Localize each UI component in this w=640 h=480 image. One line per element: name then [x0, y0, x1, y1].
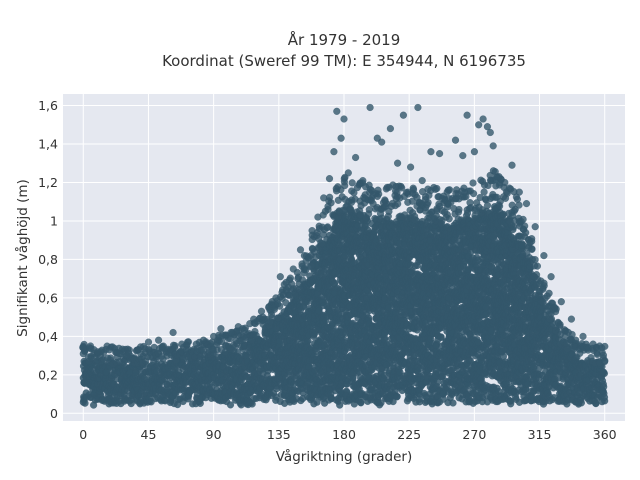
chart-title: År 1979 - 2019 — [288, 30, 401, 49]
data-point — [393, 393, 401, 401]
data-point — [357, 399, 365, 407]
data-point — [81, 399, 89, 407]
data-point — [449, 399, 457, 407]
data-point — [226, 401, 235, 409]
data-points — [79, 103, 609, 409]
chart-subtitle: Koordinat (Sweref 99 TM): E 354944, N 61… — [162, 52, 526, 70]
